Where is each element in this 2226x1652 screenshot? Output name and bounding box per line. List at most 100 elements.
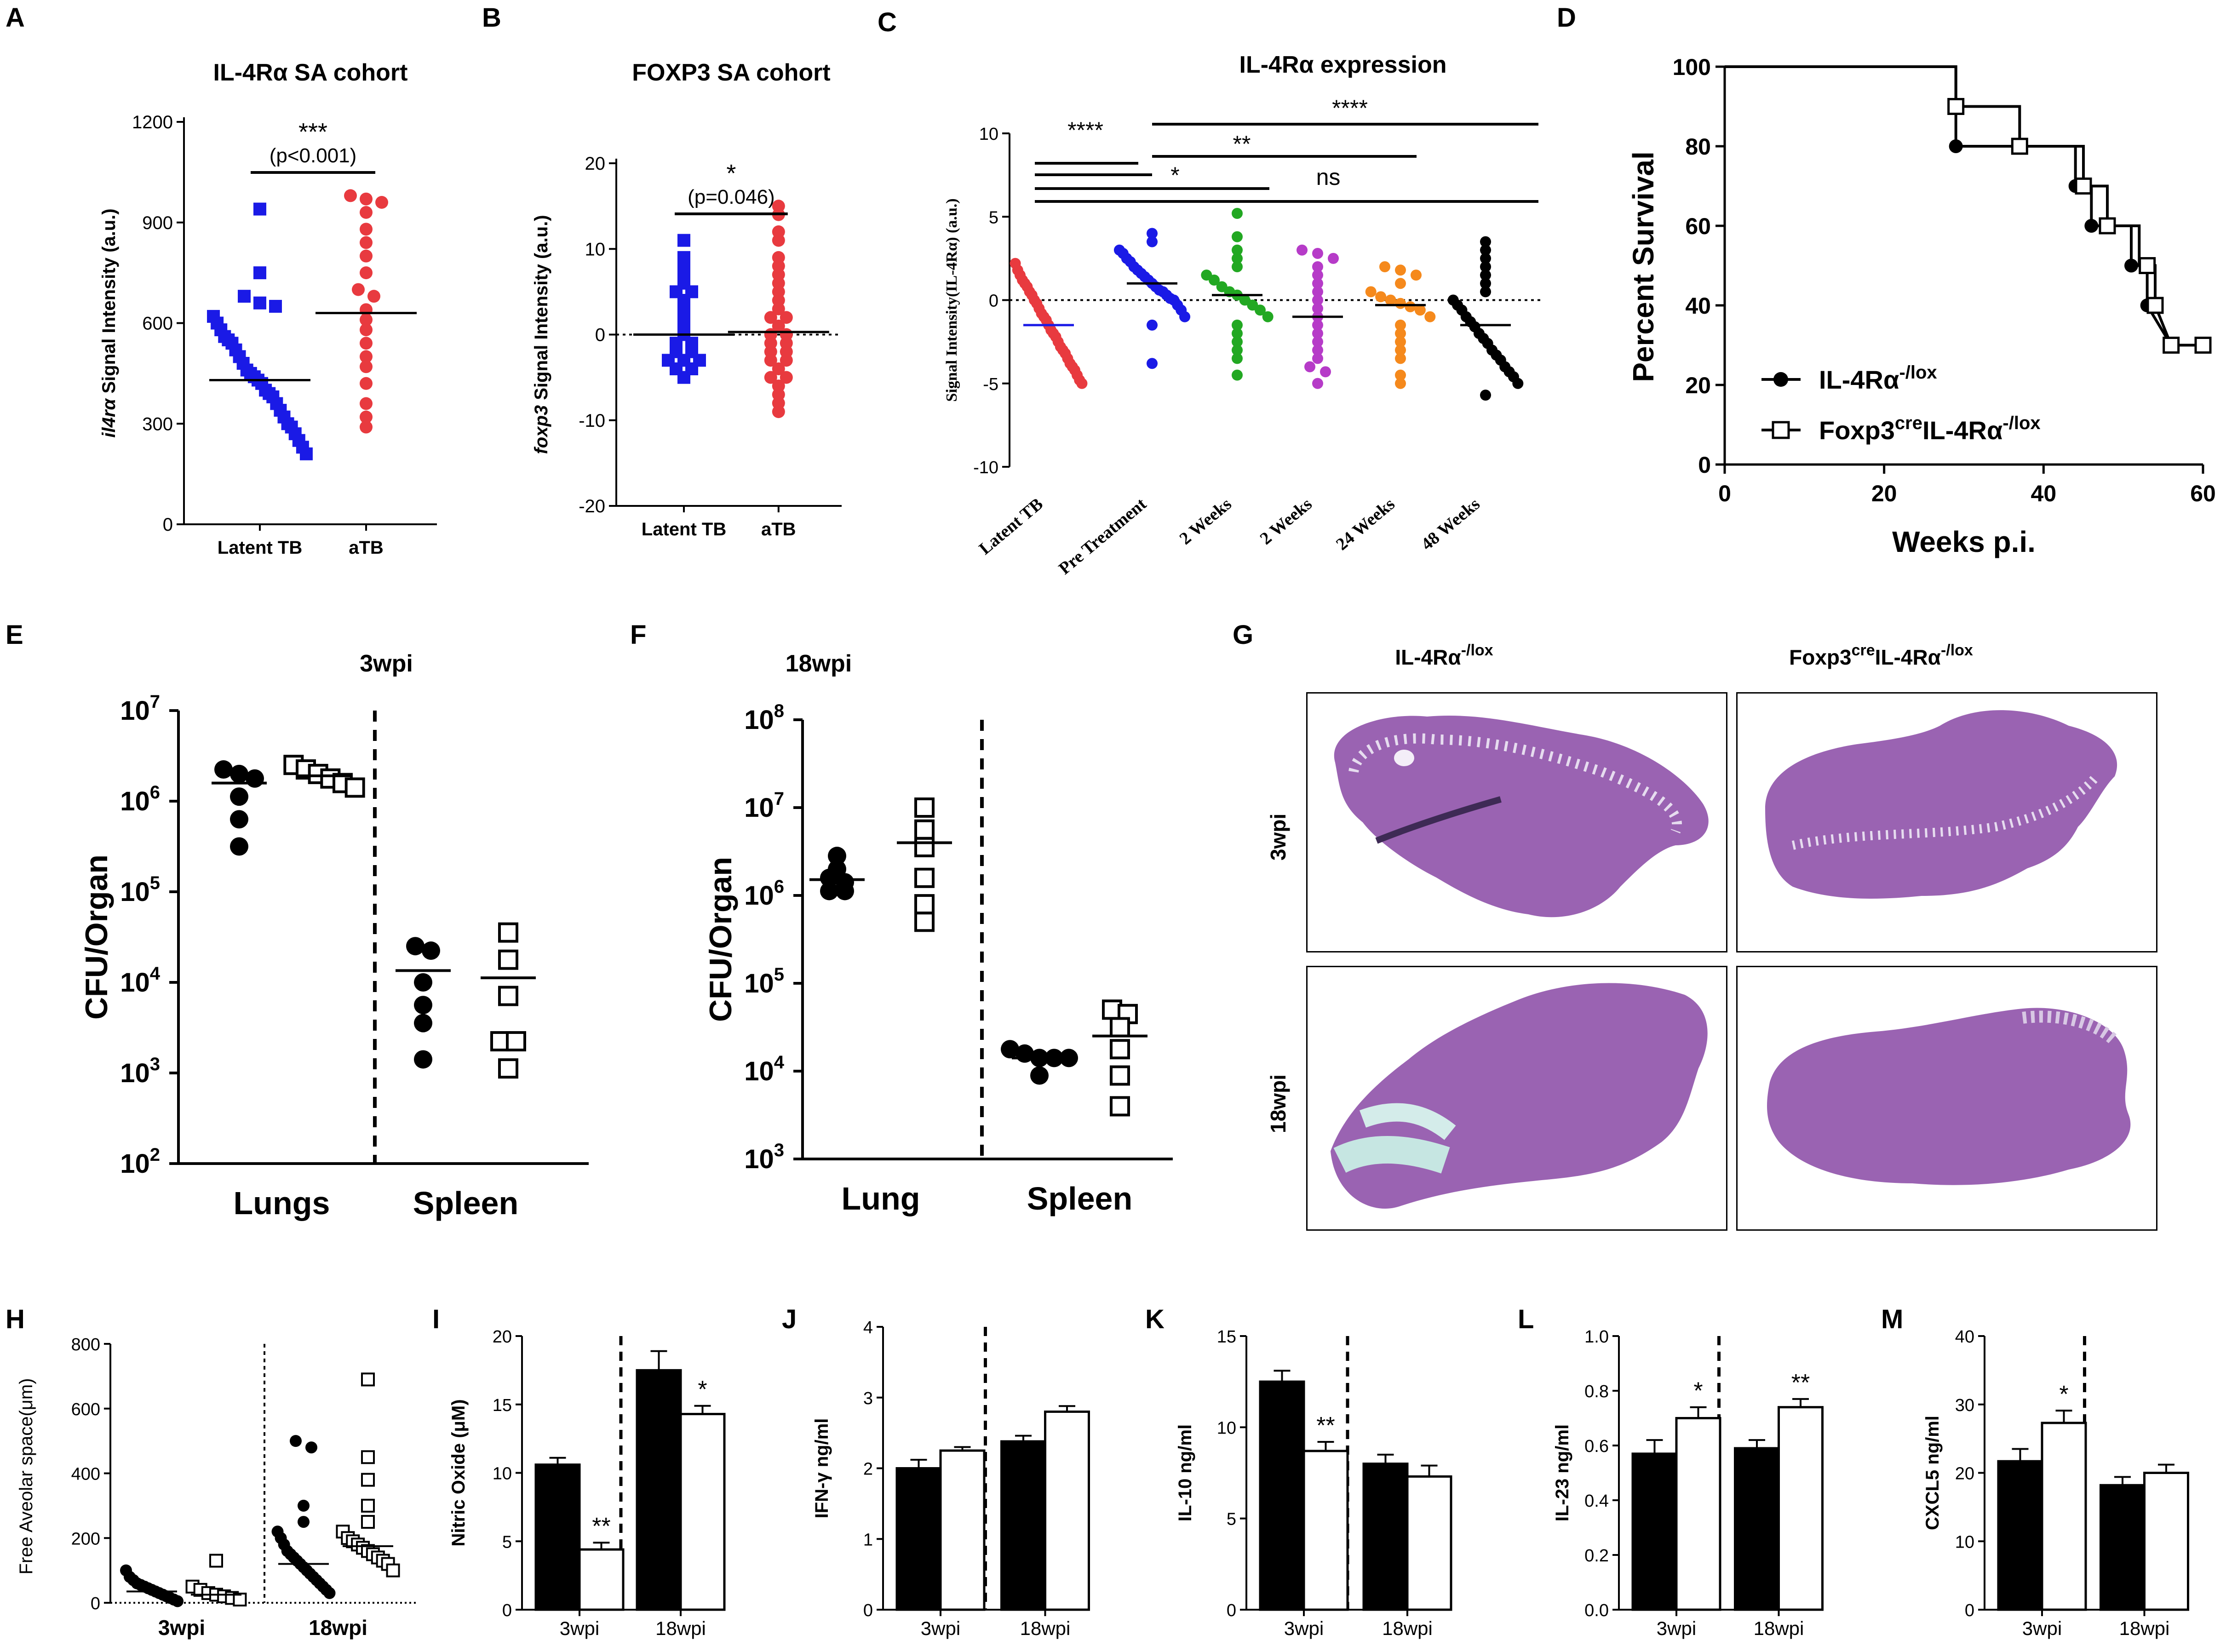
data-point (1312, 344, 1323, 356)
data-point (772, 319, 785, 333)
data-point (1365, 286, 1377, 298)
data-point (1312, 319, 1323, 331)
data-point (772, 405, 785, 419)
data-point (914, 837, 935, 857)
panel-letter-h: H (6, 1304, 25, 1334)
bar (1000, 1440, 1046, 1611)
y-tick-label: 80 (1685, 134, 1711, 160)
legend-entry-1: IL-4Rα-/lox (1819, 362, 1937, 394)
data-point (1312, 336, 1323, 348)
x-category-label: 18wpi (1382, 1618, 1433, 1639)
x-category-label: 3wpi (560, 1618, 599, 1639)
data-point (1232, 231, 1243, 242)
y-tick-label: 0 (595, 325, 605, 345)
y-tick-exponent: 4 (774, 1052, 785, 1073)
data-point (1480, 244, 1491, 256)
data-point (772, 234, 785, 247)
data-point (1312, 294, 1323, 306)
data-point (1405, 301, 1416, 312)
x-axis-label: Weeks p.i. (1892, 525, 2036, 558)
legend-sup: -/lox (2002, 413, 2040, 433)
data-point (1395, 298, 1406, 309)
data-point (1480, 236, 1491, 247)
data-point (1375, 291, 1387, 303)
x-tick-label: Pre Treatment (1055, 494, 1150, 579)
data-point (1312, 378, 1323, 389)
y-tick-label: 10 (979, 125, 998, 144)
data-point (1480, 252, 1491, 264)
x-tick-label: 40 (2031, 481, 2057, 506)
data-point (360, 313, 373, 327)
panel-letter-g: G (1233, 620, 1253, 650)
data-point (361, 1473, 375, 1487)
y-tick-base: 10 (120, 968, 150, 998)
data-point (253, 202, 266, 216)
chart-title: IL-4Rα SA cohort (213, 59, 408, 86)
lung-tissue-image (1765, 710, 2117, 899)
curve-marker (2099, 217, 2116, 235)
data-point (414, 996, 432, 1015)
y-tick-exponent: 6 (774, 877, 784, 897)
y-tick-label: 0.2 (1584, 1546, 1609, 1566)
y-tick-label: 103 (120, 1054, 160, 1088)
data-point (361, 1498, 375, 1513)
y-tick-label: 0 (502, 1601, 512, 1620)
data-point (1232, 261, 1243, 272)
bar (895, 1467, 942, 1611)
data-point (780, 311, 793, 324)
y-axis-label: IL-23 ng/ml (1552, 1424, 1572, 1521)
histology-col1-header: IL-4Rα-/lox (1395, 642, 1493, 669)
data-point (290, 1435, 302, 1447)
data-point (820, 868, 838, 887)
legend-marker (1773, 372, 1788, 387)
data-point (298, 1499, 310, 1512)
data-point (1232, 369, 1243, 381)
data-point (914, 912, 935, 932)
y-tick-base: 10 (120, 696, 150, 726)
y-tick-label: -20 (579, 496, 605, 516)
y-tick-label: 0 (91, 1594, 100, 1613)
data-point (1255, 304, 1266, 316)
y-tick-exponent: 7 (150, 692, 160, 712)
data-point (361, 1372, 375, 1387)
data-point (1179, 311, 1191, 322)
data-point (1312, 303, 1323, 314)
y-tick-label: 104 (120, 964, 161, 998)
panel-b-chart: FOXP3 SA cohort -20 -10 0 10 20 Latent TB aTB *(… (531, 59, 842, 539)
survival-curve (1725, 65, 2203, 347)
data-point (1385, 294, 1396, 306)
bar (1997, 1460, 2043, 1611)
y-axis-label: CXCL5 ng/ml (1922, 1416, 1943, 1530)
y-tick-base: 10 (744, 705, 774, 735)
data-point (386, 1563, 400, 1577)
bar (636, 1369, 682, 1611)
panel-letter-d: D (1557, 3, 1576, 33)
p-value-label: (p<0.001) (270, 144, 357, 167)
y-tick-label: 104 (744, 1052, 785, 1086)
x-tick-label: Latent TB (642, 519, 726, 539)
data-point (1480, 278, 1491, 289)
panel-j-chart: 0 1 2 3 4 IFN-γ ng/ml 3wpi 18wpi (812, 1318, 1090, 1639)
data-point (1395, 319, 1406, 331)
y-tick-base: 10 (120, 877, 150, 907)
data-point (230, 810, 248, 829)
data-point (361, 1515, 375, 1529)
data-point (406, 937, 425, 956)
x-tick-label: aTB (349, 538, 384, 558)
x-category-label: Spleen (1027, 1181, 1133, 1216)
panel-letter-m: M (1881, 1304, 1903, 1334)
p-value-label: (p=0.046) (688, 186, 775, 208)
data-point (1147, 319, 1158, 331)
x-tick-label: 0 (1718, 481, 1731, 506)
y-axis-label-italic: foxp3 (531, 405, 551, 454)
x-category-label: Lung (841, 1181, 920, 1216)
x-category-label: 18wpi (1020, 1618, 1071, 1639)
panel-letter-k: K (1145, 1304, 1165, 1334)
data-point (1512, 378, 1524, 389)
y-tick-base: 10 (744, 881, 774, 911)
x-tick-label: 2 Weeks (1256, 494, 1316, 549)
curve-marker (2075, 178, 2092, 195)
y-tick-label: 102 (120, 1145, 160, 1179)
y-tick-label: 1.0 (1584, 1327, 1609, 1347)
